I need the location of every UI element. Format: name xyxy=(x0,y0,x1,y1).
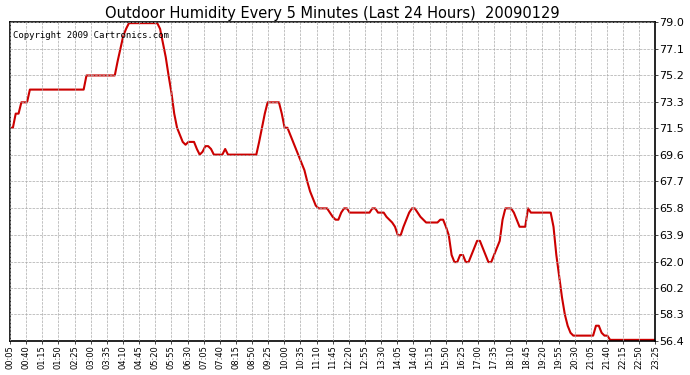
Text: Copyright 2009 Cartronics.com: Copyright 2009 Cartronics.com xyxy=(13,31,169,40)
Title: Outdoor Humidity Every 5 Minutes (Last 24 Hours)  20090129: Outdoor Humidity Every 5 Minutes (Last 2… xyxy=(106,6,560,21)
